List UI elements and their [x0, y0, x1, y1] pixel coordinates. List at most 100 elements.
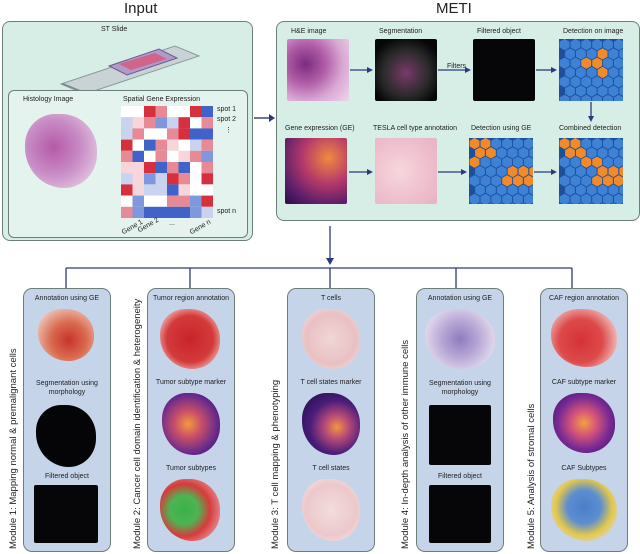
- hex-cell: [586, 85, 597, 97]
- hex-cell: [597, 147, 608, 159]
- hex-cell: [570, 138, 581, 150]
- module-3-label-1: T cells: [320, 295, 342, 302]
- heatmap-cell: [155, 128, 167, 140]
- module-1-label-3: Filtered object: [45, 473, 89, 480]
- hex-cell: [480, 138, 491, 150]
- heatmap-cell: [155, 150, 167, 162]
- heatmap-cell: [132, 150, 144, 162]
- tesla-label: TESLA cell type annotation: [373, 125, 458, 132]
- heatmap-cell: [178, 162, 190, 174]
- hex-cell: [507, 165, 518, 178]
- hex-cell: [565, 66, 575, 79]
- heatmap-cell: [190, 139, 202, 151]
- hex-cell: [603, 39, 613, 51]
- segmentation-image: [375, 39, 437, 101]
- heatmap-cell: [155, 117, 167, 129]
- meti-title: METI: [436, 0, 472, 17]
- hex-cell: [496, 165, 507, 178]
- module-4-label-2: Segmentation using morphology: [429, 380, 491, 396]
- hex-cell: [592, 138, 603, 150]
- heatmap-cell: [155, 139, 167, 151]
- hex-cell: [568, 203, 572, 204]
- hex-cell: [603, 138, 613, 150]
- hex-cell: [586, 165, 597, 178]
- heatmap-cell: [121, 150, 133, 162]
- hex-cell: [589, 203, 594, 204]
- heatmap-cell: [201, 106, 213, 118]
- hex-cell: [559, 94, 570, 101]
- hex-cell: [507, 184, 518, 196]
- heatmap-cell: [144, 162, 156, 174]
- heatmap-cell: [121, 206, 133, 218]
- module-5-label-1: CAF region annotation: [548, 295, 620, 302]
- module-5-box: CAF region annotation CAF subtype marker…: [540, 288, 628, 552]
- hex-cell: [469, 138, 480, 150]
- heatmap-cell: [121, 106, 133, 118]
- hex-cell: [518, 184, 529, 196]
- tesla-image: [375, 138, 437, 204]
- module-1-label-1: Annotation using GE: [34, 295, 100, 302]
- module-1-title: Module 1: Mapping normal & premalignant …: [8, 348, 19, 549]
- hex-cell: [559, 57, 570, 69]
- detection-ge-hex: [469, 138, 533, 204]
- hex-cell: [565, 85, 575, 97]
- hex-cell: [597, 85, 608, 97]
- det-ge-label: Detection using GE: [471, 125, 532, 132]
- hex-cell: [469, 156, 480, 168]
- heatmap-cell: [201, 139, 213, 151]
- hex-cell: [608, 66, 619, 79]
- heatmap-cell: [121, 184, 133, 196]
- hex-cell: [603, 57, 613, 69]
- hex-cell: [502, 193, 513, 204]
- hex-cell: [581, 57, 592, 69]
- hex-cell: [608, 165, 619, 178]
- hex-cell: [613, 156, 623, 168]
- heatmap-cell: [144, 128, 156, 140]
- hex-cell: [480, 175, 491, 187]
- heatmap-cell: [190, 150, 202, 162]
- hex-cell: [597, 66, 608, 79]
- heatmap-cell: [201, 128, 213, 140]
- module-2-label-2: Tumor subtype marker: [155, 379, 227, 386]
- heatmap-cell: [144, 195, 156, 207]
- module-2-tumor-region-image: [160, 309, 220, 369]
- heatmap-cell: [155, 206, 167, 218]
- hex-cell: [613, 76, 623, 88]
- hex-cell: [581, 39, 592, 51]
- heatmap-cell: [167, 184, 179, 196]
- hex-cell: [529, 185, 533, 196]
- hex-cell: [575, 147, 586, 159]
- he-label: H&E image: [291, 28, 327, 35]
- hex-cell: [570, 76, 581, 88]
- input-title: Input: [124, 0, 158, 17]
- heatmap-cell: [132, 139, 144, 151]
- hex-cell: [518, 147, 529, 159]
- hex-cell: [603, 76, 613, 88]
- hex-cell: [613, 138, 623, 150]
- hex-cell: [570, 193, 581, 204]
- module-5-label-3: CAF Subtypes: [561, 465, 607, 472]
- det-img-label: Detection on image: [563, 28, 624, 35]
- hex-cell: [499, 203, 504, 204]
- st-slide-image: [59, 45, 201, 94]
- module-2-box: Tumor region annotation Tumor subtype ma…: [147, 288, 235, 552]
- hex-cell: [565, 147, 575, 159]
- spot-n-label: spot n: [217, 208, 237, 215]
- hex-cell: [570, 175, 581, 187]
- heatmap-cell: [201, 150, 213, 162]
- heatmap-cell: [132, 106, 144, 118]
- module-4-ge-image: [425, 309, 495, 369]
- heatmap-cell: [167, 128, 179, 140]
- heatmap-cell: [178, 117, 190, 129]
- heatmap-cell: [144, 106, 156, 118]
- heatmap-cell: [132, 173, 144, 185]
- hex-cell: [608, 48, 619, 60]
- hex-cell: [603, 175, 613, 187]
- hex-cell: [619, 147, 623, 158]
- module-1-seg-image: [36, 405, 96, 467]
- hex-cell: [502, 156, 513, 168]
- hex-cell: [485, 184, 496, 196]
- hex-cell: [502, 138, 513, 150]
- hex-cell: [565, 165, 575, 178]
- hex-cell: [523, 138, 533, 150]
